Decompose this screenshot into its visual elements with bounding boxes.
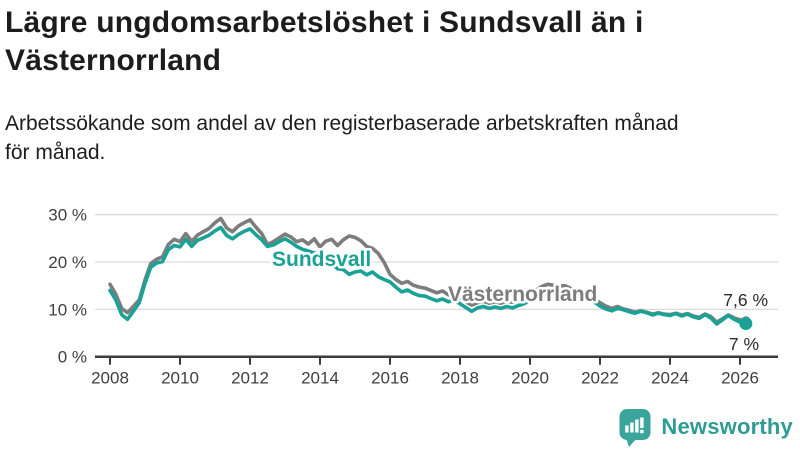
series-end-dot-sundsvall xyxy=(739,317,753,331)
brand-name: Newsworthy xyxy=(661,414,793,439)
annotation-latest-value-2: 7 % xyxy=(729,334,759,354)
x-tick-label-2020: 2020 xyxy=(511,369,549,388)
series-line-vasternorrland xyxy=(108,216,748,324)
x-tick-label-2014: 2014 xyxy=(301,369,339,388)
x-tick-label-2016: 2016 xyxy=(371,369,409,388)
annotation-latest-value-1: 7,6 % xyxy=(723,290,768,310)
header: Lägre ungdomsarbetslöshet i Sundsvall än… xyxy=(5,4,785,80)
series-label-sundsvall: Sundsvall xyxy=(272,248,371,271)
chart-subtitle: Arbetssökande som andel av den registerb… xyxy=(5,112,679,164)
x-tick-label-2018: 2018 xyxy=(441,369,479,388)
page-title: Lägre ungdomsarbetslöshet i Sundsvall än… xyxy=(5,6,644,77)
x-tick-label-2012: 2012 xyxy=(231,369,269,388)
x-tick-label-2008: 2008 xyxy=(91,369,129,388)
y-tick-label-10: 10 % xyxy=(48,300,87,319)
bar-chart-speech-bubble-icon xyxy=(619,409,651,447)
x-tick-label-2024: 2024 xyxy=(651,369,689,388)
y-tick-label-30: 30 % xyxy=(48,206,87,225)
x-tick-label-2010: 2010 xyxy=(161,369,199,388)
y-tick-label-0: 0 % xyxy=(58,348,87,367)
newsworthy-logo[interactable]: Newsworthy xyxy=(618,407,793,447)
series-line-sundsvall xyxy=(108,225,748,326)
series-label-vasternorrland: Västernorrland xyxy=(448,283,597,306)
y-tick-label-20: 20 % xyxy=(48,253,87,272)
x-tick-label-2022: 2022 xyxy=(581,369,619,388)
x-tick-label-2026: 2026 xyxy=(721,369,759,388)
